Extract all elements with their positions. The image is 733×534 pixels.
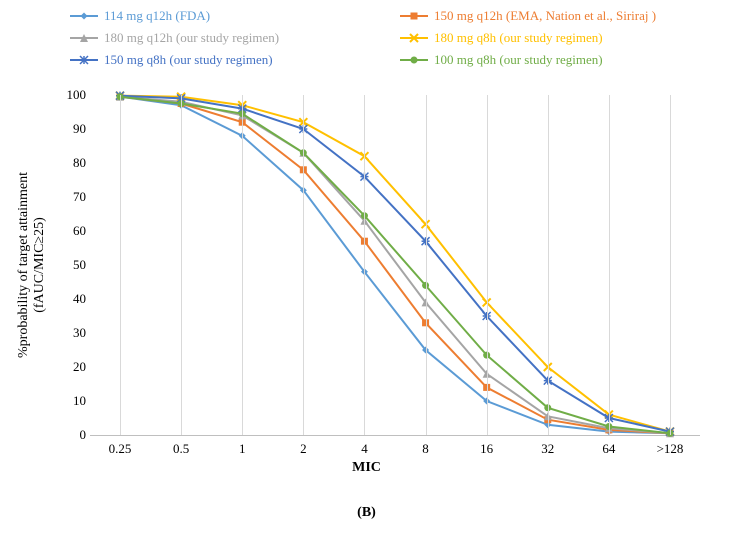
y-tick-label: 0 (60, 427, 86, 443)
series-line-s4 (120, 96, 670, 432)
legend-line-icon (70, 15, 98, 17)
x-tick-label: 2 (300, 441, 307, 457)
x-tick-label: 4 (361, 441, 368, 457)
legend-label: 150 mg q12h (EMA, Nation et al., Siriraj… (434, 8, 656, 24)
y-tick-label: 80 (60, 155, 86, 171)
gridline-v (120, 95, 121, 435)
gridline-v (548, 95, 549, 435)
gridline-v (181, 95, 182, 435)
series-line-s1 (120, 97, 670, 434)
legend-item-s3: 180 mg q12h (our study regimen) (70, 30, 380, 46)
gridline-v (609, 95, 610, 435)
y-tick-label: 40 (60, 291, 86, 307)
x-tick-label: 8 (422, 441, 429, 457)
legend-line-icon (70, 37, 98, 39)
legend-line-icon (400, 37, 428, 39)
panel-label: (B) (0, 505, 733, 521)
legend-label: 180 mg q8h (our study regimen) (434, 30, 603, 46)
legend-line-icon (70, 59, 98, 61)
y-tick-label: 10 (60, 393, 86, 409)
legend-marker-icon (78, 54, 90, 66)
legend-line-icon (400, 59, 428, 61)
x-tick-label: 32 (541, 441, 554, 457)
x-tick-label: 64 (602, 441, 615, 457)
series-line-s3 (120, 97, 670, 434)
legend-item-s6: 100 mg q8h (our study regimen) (400, 52, 710, 68)
legend-item-s4: 180 mg q8h (our study regimen) (400, 30, 710, 46)
y-tick-label: 50 (60, 257, 86, 273)
legend-label: 114 mg q12h (FDA) (104, 8, 210, 24)
legend-item-s1: 114 mg q12h (FDA) (70, 8, 380, 24)
gridline-v (364, 95, 365, 435)
y-axis-title: %probability of target attainment (fAUC/… (16, 172, 48, 358)
y-tick-label: 100 (60, 87, 86, 103)
x-tick-label: 16 (480, 441, 493, 457)
y-tick-label: 60 (60, 223, 86, 239)
gridline-v (487, 95, 488, 435)
plot-area: 0.250.51248163264>1280102030405060708090… (90, 95, 700, 436)
legend: 114 mg q12h (FDA) 150 mg q12h (EMA, Natio… (70, 8, 710, 68)
legend-marker-icon (408, 32, 420, 44)
legend-marker-icon (408, 10, 420, 22)
gridline-v (426, 95, 427, 435)
gridline-v (242, 95, 243, 435)
series-line-s2 (120, 97, 670, 434)
legend-item-s5: 150 mg q8h (our study regimen) (70, 52, 380, 68)
legend-line-icon (400, 15, 428, 17)
legend-label: 180 mg q12h (our study regimen) (104, 30, 279, 46)
y-axis-title-line2: (fAUC/MIC≥25) (32, 172, 48, 358)
x-tick-label: >128 (657, 441, 684, 457)
pta-chart: 114 mg q12h (FDA) 150 mg q12h (EMA, Natio… (0, 0, 733, 534)
y-tick-label: 30 (60, 325, 86, 341)
x-tick-label: 0.5 (173, 441, 189, 457)
series-line-s5 (120, 96, 670, 432)
y-axis-title-line1: %probability of target attainment (16, 172, 32, 358)
y-tick-label: 70 (60, 189, 86, 205)
x-tick-label: 1 (239, 441, 246, 457)
series-line-s6 (120, 97, 670, 434)
x-axis-title: MIC (0, 460, 733, 476)
gridline-v (303, 95, 304, 435)
legend-label: 150 mg q8h (our study regimen) (104, 52, 273, 68)
legend-item-s2: 150 mg q12h (EMA, Nation et al., Siriraj… (400, 8, 710, 24)
y-tick-label: 90 (60, 121, 86, 137)
legend-marker-icon (78, 10, 90, 22)
legend-label: 100 mg q8h (our study regimen) (434, 52, 603, 68)
legend-marker-icon (408, 54, 420, 66)
legend-marker-icon (78, 32, 90, 44)
gridline-v (670, 95, 671, 435)
x-tick-label: 0.25 (109, 441, 132, 457)
y-tick-label: 20 (60, 359, 86, 375)
